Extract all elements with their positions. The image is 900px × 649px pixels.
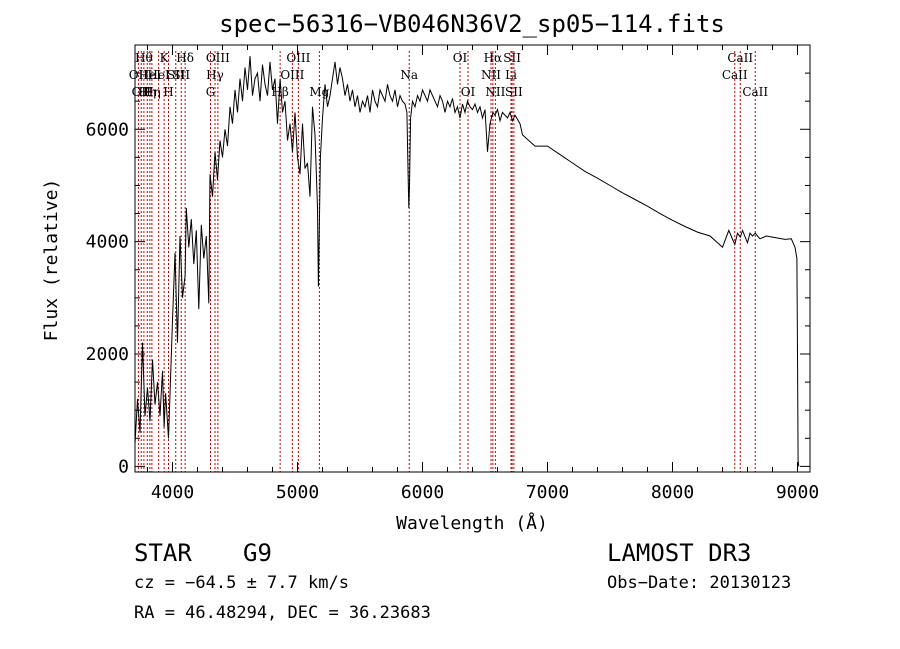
x-tick-label: 7000 <box>526 482 569 503</box>
marker-label-16: OIII <box>280 68 304 82</box>
marker-label-14: OIII <box>206 51 230 65</box>
marker-label-23: Hα <box>484 51 503 65</box>
x-axis-ticks: 4000 5000 6000 7000 8000 9000 <box>147 45 819 503</box>
marker-label-1: OII <box>132 85 152 99</box>
marker-label-24: NII <box>485 85 505 99</box>
marker-label-6: HeI <box>147 68 170 82</box>
x-tick-label: 8000 <box>651 482 694 503</box>
marker-label-22: NII <box>481 68 501 82</box>
marker-label-21: OI <box>461 85 476 99</box>
marker-label-29: CaII <box>727 51 753 65</box>
y-axis-label: Flux (relative) <box>41 179 62 342</box>
y-tick-label: 4000 <box>86 232 129 253</box>
object-subclass: G9 <box>243 539 272 567</box>
marker-label-0: OII <box>129 68 149 82</box>
x-tick-label: 4000 <box>151 482 194 503</box>
chart-title: spec−56316−VB046N36V2_sp05−114.fits <box>219 10 725 38</box>
marker-label-30: CaII <box>742 85 768 99</box>
y-tick-label: 2000 <box>86 344 129 365</box>
observation-date: Obs−Date: 20130123 <box>607 573 792 593</box>
marker-label-4: HeI <box>139 68 162 82</box>
x-axis-label: Wavelength (Å) <box>396 512 548 534</box>
marker-label-10: SII <box>172 68 190 82</box>
marker-label-28: CaII <box>722 68 748 82</box>
redshift-velocity: cz = −64.5 ± 7.7 km/s <box>134 573 349 593</box>
x-tick-label: 6000 <box>401 482 444 503</box>
marker-label-8: H <box>163 85 173 99</box>
marker-label-25: Li <box>505 68 517 82</box>
marker-label-26: SII <box>503 51 521 65</box>
marker-label-5: Hη <box>143 85 161 99</box>
object-class: STAR <box>134 539 192 567</box>
x-tick-label: 9000 <box>776 482 819 503</box>
marker-label-3: Hη <box>138 85 156 99</box>
x-tick-label: 5000 <box>276 482 319 503</box>
spectrum-line <box>134 56 800 467</box>
marker-label-15: Hβ <box>271 85 288 99</box>
y-axis-ticks: 0 2000 4000 6000 <box>86 72 810 477</box>
marker-label-13: Hγ <box>206 68 224 82</box>
y-tick-label: 0 <box>118 456 129 477</box>
marker-label-19: Na <box>400 68 418 82</box>
marker-label-11: Hδ <box>176 51 194 65</box>
survey-name: LAMOST DR3 <box>607 539 752 567</box>
marker-label-12: G <box>206 85 216 99</box>
marker-label-2: Hθ <box>135 51 153 65</box>
marker-label-20: OI <box>453 51 468 65</box>
marker-label-17: OIII <box>286 51 310 65</box>
sky-coordinates: RA = 46.48294, DEC = 36.23683 <box>134 603 431 623</box>
marker-label-27: SII <box>505 85 523 99</box>
y-tick-label: 6000 <box>86 119 129 140</box>
marker-label-9: SII <box>167 68 185 82</box>
marker-label-7: K <box>160 51 170 65</box>
emission-line-labels: OIIOIIHθHηHeIHηHeIKHSIISIIHδGHγOIIIHβOII… <box>129 51 769 99</box>
